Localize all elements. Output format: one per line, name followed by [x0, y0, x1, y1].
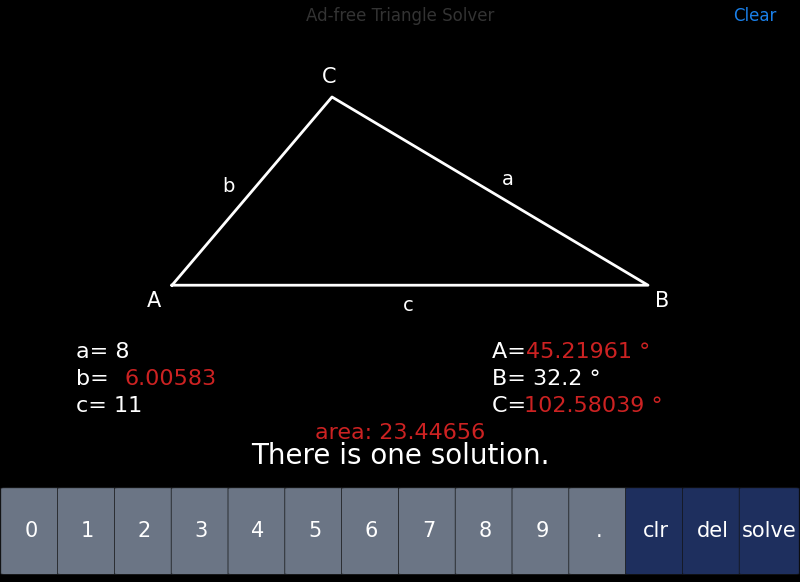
Text: 7: 7 — [422, 521, 435, 541]
Text: del: del — [697, 521, 729, 541]
Text: Ad-free Triangle Solver: Ad-free Triangle Solver — [306, 7, 494, 25]
Text: 2: 2 — [138, 521, 151, 541]
Text: A: A — [147, 291, 162, 311]
Text: area: 23.44656: area: 23.44656 — [315, 423, 485, 443]
FancyBboxPatch shape — [1, 488, 61, 574]
FancyBboxPatch shape — [171, 488, 231, 574]
FancyBboxPatch shape — [285, 488, 345, 574]
Text: clr: clr — [642, 521, 669, 541]
FancyBboxPatch shape — [398, 488, 458, 574]
Text: 6.00583: 6.00583 — [124, 370, 216, 389]
Text: 6: 6 — [365, 521, 378, 541]
Text: .: . — [595, 521, 602, 541]
Text: Clear: Clear — [733, 7, 776, 25]
Text: 3: 3 — [194, 521, 208, 541]
Text: 45.21961 °: 45.21961 ° — [526, 342, 650, 363]
FancyBboxPatch shape — [626, 488, 686, 574]
FancyBboxPatch shape — [58, 488, 118, 574]
Text: B: B — [655, 291, 670, 311]
FancyBboxPatch shape — [228, 488, 288, 574]
Text: 8: 8 — [478, 521, 492, 541]
FancyBboxPatch shape — [114, 488, 174, 574]
Text: 4: 4 — [251, 521, 265, 541]
Text: 102.58039 °: 102.58039 ° — [524, 396, 662, 416]
Text: a: a — [502, 171, 514, 189]
Text: C=: C= — [492, 396, 534, 416]
FancyBboxPatch shape — [739, 488, 799, 574]
Text: a= 8: a= 8 — [76, 342, 130, 363]
Text: solve: solve — [742, 521, 797, 541]
FancyBboxPatch shape — [512, 488, 572, 574]
Text: b: b — [222, 177, 234, 196]
Text: c= 11: c= 11 — [76, 396, 142, 416]
Text: c: c — [402, 296, 414, 315]
Text: 1: 1 — [81, 521, 94, 541]
Text: B= 32.2 °: B= 32.2 ° — [492, 370, 601, 389]
Text: 5: 5 — [308, 521, 322, 541]
FancyBboxPatch shape — [682, 488, 742, 574]
Text: 9: 9 — [535, 521, 549, 541]
Text: There is one solution.: There is one solution. — [250, 442, 550, 470]
Text: 0: 0 — [24, 521, 38, 541]
FancyBboxPatch shape — [569, 488, 629, 574]
FancyBboxPatch shape — [342, 488, 402, 574]
Text: A=: A= — [492, 342, 533, 363]
FancyBboxPatch shape — [455, 488, 515, 574]
Text: b=: b= — [76, 370, 116, 389]
Text: C: C — [322, 67, 336, 87]
